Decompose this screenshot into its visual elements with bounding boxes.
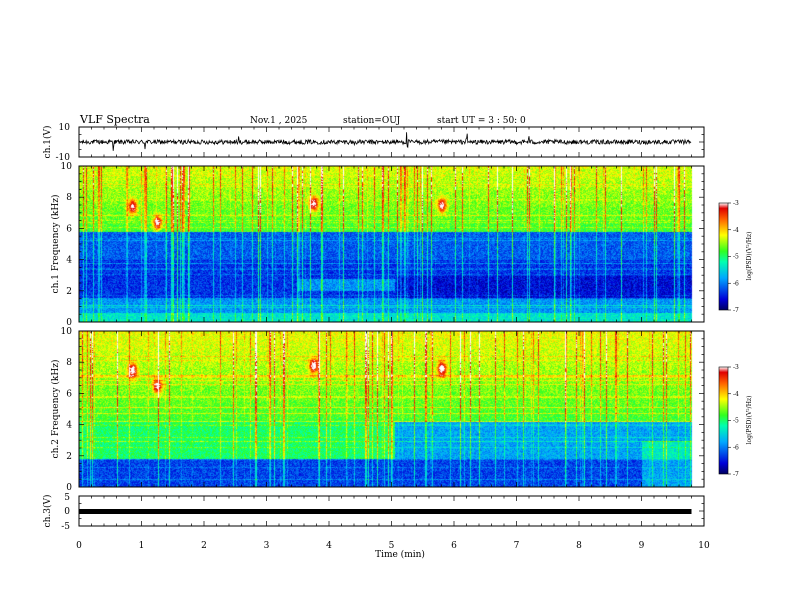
ch2-spectrogram-ytick-label: 8 (66, 358, 72, 368)
ch3-ytick-bottom: -5 (61, 522, 70, 532)
ch2-spectrogram-ylabel: ch.2 Frequency (kHz) (50, 360, 61, 459)
ch2-spectrogram-panel: 0 2 4 6 8 10 ch.2 Frequency (kHz) (50, 327, 705, 493)
ch2-spectrogram-ytick-label: 4 (66, 421, 72, 431)
ch1-spectrogram-ytick-labels: 0 2 4 6 8 10 (61, 162, 73, 328)
ch1-waveform-panel: 10 -10 ch.1(V) (42, 123, 705, 163)
x-tick-label: 1 (139, 541, 145, 551)
x-tick-label: 8 (576, 541, 582, 551)
ch2-colorbar: -3 -4 -5 -6 -7 log(PSD)(V²/Hz) (718, 364, 753, 478)
ch1-ytick-top: 10 (59, 123, 71, 133)
ch1-colorbar-tick-label: -6 (733, 280, 739, 287)
ch1-waveform-ylabel: ch.1(V) (42, 126, 53, 159)
ch1-colorbar-tick-label: -3 (733, 200, 739, 207)
ch1-spectrogram-ytick-label: 0 (66, 318, 72, 328)
ch1-spectrogram-ytick-label: 2 (66, 287, 72, 297)
ch2-spectrogram-ytick-labels: 0 2 4 6 8 10 (61, 327, 73, 493)
ch2-spectrogram-ytick-label: 2 (66, 452, 72, 462)
ch1-colorbar-gradient (718, 202, 729, 311)
ch2-colorbar-ticks: -3 -4 -5 -6 -7 (728, 364, 739, 478)
ch2-colorbar-tick-label: -3 (733, 364, 739, 371)
ch2-spectrogram-image (79, 331, 704, 487)
ch1-waveform-trace (78, 132, 692, 151)
ch2-spectrogram-ytick-label: 6 (66, 389, 72, 399)
x-tick-label: 5 (389, 541, 395, 551)
ch3-ytick-top: 5 (64, 493, 70, 503)
ch1-spectrogram-ylabel: ch.1 Frequency (kHz) (50, 195, 61, 294)
ch2-colorbar-tick-label: -4 (733, 391, 739, 398)
ch3-waveform-panel: 5 0 -5 ch.3(V) (42, 493, 705, 532)
x-tick-label: 6 (451, 541, 457, 551)
x-tick-label: 4 (326, 541, 332, 551)
ch2-spectrogram-ytick-label: 10 (61, 327, 73, 337)
ch1-spectrogram-ytick-label: 6 (66, 224, 72, 234)
ch1-spectrogram-ytick-label: 4 (66, 256, 72, 266)
ch1-colorbar: -3 -4 -5 -6 -7 log(PSD)(V²/Hz) (718, 200, 753, 314)
ch1-spectrogram-ticks (78, 165, 705, 323)
ch2-colorbar-gradient (718, 366, 729, 475)
ch1-ytick-bottom: -10 (56, 153, 71, 163)
ch1-colorbar-tick-label: -4 (733, 227, 739, 234)
ch3-waveform-ylabel: ch.3(V) (42, 495, 53, 528)
x-tick-label: 9 (639, 541, 645, 551)
start-time-label: start UT = 3 : 50: 0 (437, 116, 526, 126)
x-axis-label: Time (min) (375, 549, 425, 560)
ch1-spectrogram-panel: 0 2 4 6 8 10 ch.1 Frequency (kHz) (50, 162, 705, 328)
ch1-spectrogram-ytick-label: 10 (61, 162, 73, 172)
x-axis-tick-labels: 0 1 2 3 4 5 6 7 8 9 10 (76, 541, 710, 551)
ch1-spectrogram-ytick-label: 8 (66, 193, 72, 203)
ch2-colorbar-tick-label: -7 (733, 471, 739, 478)
ch2-colorbar-tick-label: -6 (733, 444, 739, 451)
ch1-spectrogram-image (79, 166, 704, 322)
ch1-colorbar-ticks: -3 -4 -5 -6 -7 (728, 200, 739, 314)
ch2-spectrogram-ytick-label: 0 (66, 483, 72, 493)
ch2-spectrogram-ticks (78, 330, 705, 488)
ch1-colorbar-label: log(PSD)(V²/Hz) (746, 232, 753, 281)
ch3-waveform-trace (79, 509, 692, 514)
station-label: station=OUJ (343, 116, 401, 126)
ch1-colorbar-tick-label: -5 (733, 254, 739, 261)
ch2-colorbar-label: log(PSD)(V²/Hz) (746, 396, 753, 445)
ch1-waveform-ticks (78, 126, 705, 158)
ch3-ytick-middle: 0 (64, 507, 70, 517)
date-label: Nov.1 , 2025 (250, 116, 308, 126)
ch1-colorbar-tick-label: -7 (733, 307, 739, 314)
x-tick-label: 3 (264, 541, 270, 551)
x-tick-label: 0 (76, 541, 82, 551)
x-tick-label: 2 (201, 541, 207, 551)
chart-title: VLF Spectra (79, 113, 150, 126)
ch2-colorbar-tick-label: -5 (733, 418, 739, 425)
x-tick-label: 7 (514, 541, 520, 551)
ch3-waveform-ticks (78, 495, 705, 527)
x-tick-label: 10 (698, 541, 710, 551)
